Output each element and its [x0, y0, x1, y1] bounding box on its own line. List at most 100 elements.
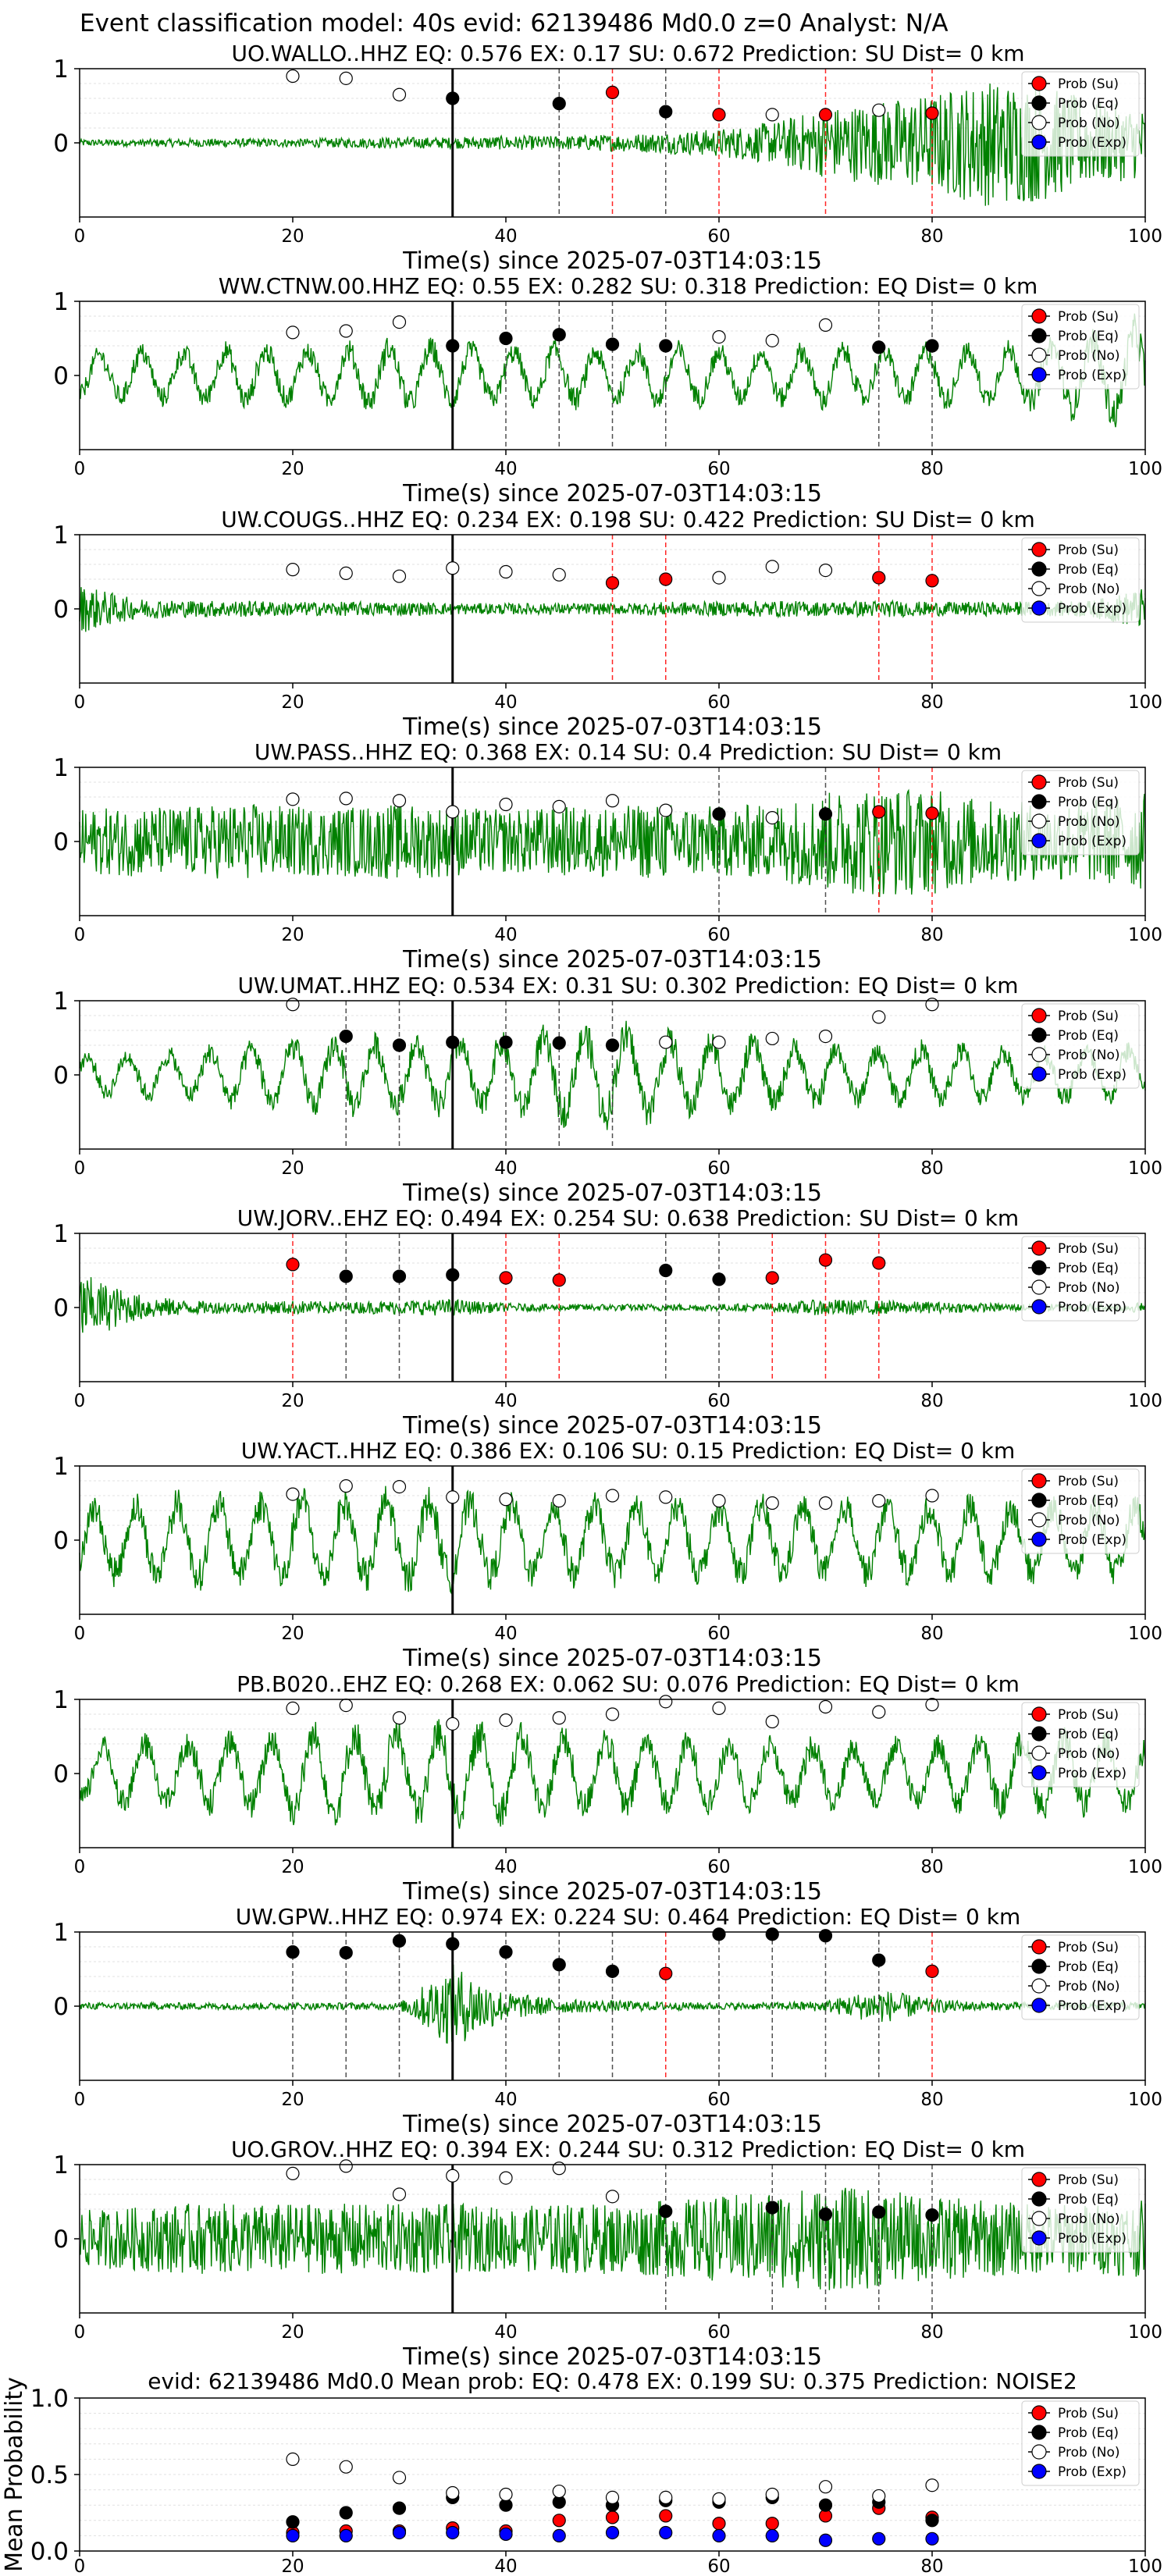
prob-point-eq — [872, 2205, 886, 2219]
panel-title: UW.GPW..HHZ EQ: 0.974 EX: 0.224 SU: 0.46… — [236, 1904, 1021, 1930]
y-axis-label: Mean Probability — [1, 2377, 28, 2572]
prob-point-no — [339, 566, 353, 581]
prob-point-eq — [712, 1272, 726, 1286]
xtick-label: 20 — [281, 1857, 304, 1877]
legend-label-su: Prob (Su) — [1058, 2172, 1119, 2188]
prob-point-su — [552, 1273, 566, 1287]
legend-label-no: Prob (No) — [1058, 582, 1120, 597]
prob-point-su — [818, 108, 833, 122]
panel-8: PB.B020..EHZ EQ: 0.268 EX: 0.062 SU: 0.0… — [53, 1671, 1162, 1905]
xtick-label: 20 — [281, 692, 304, 713]
prob-point-no — [765, 1714, 779, 1729]
mean-point-su — [552, 2514, 566, 2528]
prob-point-su — [872, 1256, 886, 1270]
mean-point-no — [392, 2471, 407, 2485]
prob-point-no — [339, 324, 353, 338]
legend-marker-su — [1031, 774, 1047, 790]
legend-marker-exp — [1031, 134, 1047, 150]
waveform-trace — [79, 2187, 1146, 2290]
legend-label-eq: Prob (Eq) — [1058, 1028, 1119, 1044]
prob-point-no — [712, 1494, 726, 1508]
xtick-label: 100 — [1128, 925, 1162, 945]
prob-point-no — [552, 799, 566, 813]
prob-point-no — [286, 1487, 300, 1501]
legend-label-exp: Prob (Exp) — [1058, 1998, 1127, 2014]
prob-point-eq — [446, 339, 460, 353]
waveform-trace — [79, 1719, 1146, 1829]
ytick-label: 1 — [53, 55, 69, 84]
xtick-label: 100 — [1128, 2556, 1162, 2576]
mean-point-no — [286, 2452, 300, 2466]
xtick-label: 60 — [707, 1624, 730, 1644]
legend-marker-no — [1031, 115, 1047, 130]
legend-label-no: Prob (No) — [1058, 814, 1120, 830]
xtick-label: 100 — [1128, 1158, 1162, 1179]
prob-point-no — [286, 792, 300, 806]
xtick-label: 0 — [74, 1158, 86, 1179]
prob-point-eq — [818, 1929, 833, 1943]
prob-point-su — [286, 1258, 300, 1272]
panel-title: UW.UMAT..HHZ EQ: 0.534 EX: 0.31 SU: 0.30… — [237, 973, 1018, 998]
legend-marker-su — [1031, 1008, 1047, 1023]
xtick-label: 0 — [74, 459, 86, 479]
xtick-label: 60 — [707, 459, 730, 479]
prob-point-no — [659, 1695, 673, 1709]
xtick-label: 100 — [1128, 2090, 1162, 2110]
prob-point-no — [818, 318, 833, 332]
prob-point-eq — [339, 1946, 353, 1960]
legend-marker-eq — [1031, 2191, 1047, 2207]
xtick-label: 40 — [494, 2556, 517, 2576]
panel-10: UO.GROV..HHZ EQ: 0.394 EX: 0.244 SU: 0.3… — [53, 2137, 1162, 2371]
xtick-label: 40 — [494, 459, 517, 479]
ytick-label: 1 — [53, 288, 69, 316]
x-axis-label: Time(s) since 2025-07-03T14:03:15 — [402, 480, 822, 507]
prob-point-su — [605, 576, 620, 590]
panel-title: UW.PASS..HHZ EQ: 0.368 EX: 0.14 SU: 0.4 … — [254, 739, 1002, 765]
legend-label-exp: Prob (Exp) — [1058, 1067, 1127, 1083]
prob-point-eq — [712, 807, 726, 821]
ytick-label: 1 — [53, 1220, 69, 1248]
x-axis-label: Time(s) since 2025-07-03T14:03:15 — [402, 1645, 822, 1672]
prob-point-no — [605, 794, 620, 808]
xtick-label: 60 — [707, 925, 730, 945]
prob-point-no — [872, 1494, 886, 1508]
legend-box — [1021, 1003, 1140, 1089]
mean-point-no — [818, 2480, 833, 2494]
legend-box — [1021, 304, 1140, 390]
ytick-label: 0 — [53, 362, 69, 390]
prob-point-no — [925, 998, 939, 1012]
prob-point-no — [552, 2161, 566, 2176]
xtick-label: 0 — [74, 1857, 86, 1877]
prob-point-no — [446, 805, 460, 819]
legend-marker-no — [1031, 2211, 1047, 2226]
xtick-label: 60 — [707, 1391, 730, 1411]
prob-point-eq — [925, 2208, 939, 2222]
prob-point-eq — [392, 1934, 407, 1948]
prob-point-eq — [392, 1269, 407, 1283]
legend-label-exp: Prob (Exp) — [1058, 1532, 1127, 1548]
prob-point-eq — [818, 2208, 833, 2222]
ytick-label: 1.0 — [30, 2385, 69, 2413]
xtick-label: 20 — [281, 2090, 304, 2110]
legend-marker-eq — [1031, 1027, 1047, 1043]
legend-marker-no — [1031, 2444, 1047, 2460]
prob-point-no — [659, 1035, 673, 1049]
prob-point-su — [925, 1964, 939, 1978]
ytick-label: 0.5 — [30, 2461, 69, 2489]
legend-marker-eq — [1031, 1726, 1047, 1742]
prob-point-eq — [339, 1269, 353, 1283]
waveform-trace — [79, 788, 1146, 898]
xtick-label: 20 — [281, 925, 304, 945]
panel-title: UO.WALLO..HHZ EQ: 0.576 EX: 0.17 SU: 0.6… — [231, 41, 1024, 66]
panel-11: evid: 62139486 Md0.0 Mean prob: EQ: 0.47… — [1, 2368, 1162, 2576]
ytick-label: 0 — [53, 1527, 69, 1555]
legend-marker-su — [1031, 2172, 1047, 2187]
mean-point-exp — [818, 2533, 833, 2547]
mean-point-no — [339, 2460, 353, 2474]
prob-point-no — [765, 560, 779, 574]
prob-point-no — [818, 1699, 833, 1714]
legend-label-no: Prob (No) — [1058, 348, 1120, 364]
ytick-label: 0 — [53, 1993, 69, 2021]
legend-label-no: Prob (No) — [1058, 2211, 1120, 2227]
legend-label-eq: Prob (Eq) — [1058, 1493, 1119, 1509]
